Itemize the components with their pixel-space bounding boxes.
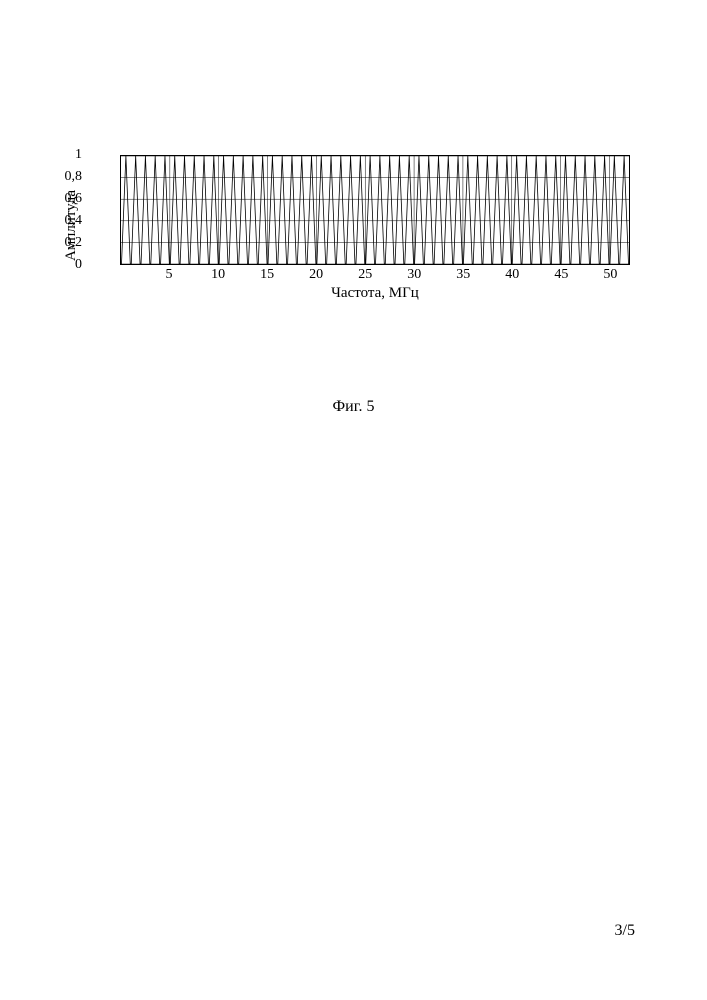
x-ticks: 5 10 15 20 25 30 35 40 45 50 [120,267,630,287]
x-tick-label: 10 [211,267,225,283]
x-tick-label: 20 [309,267,323,283]
chart: Амплитуда 00,20,40,60,81 510152025303540… [90,155,640,325]
y-tick-label: 0,6 [52,191,82,207]
x-tick-label: 25 [358,267,372,283]
y-ticks: 00,20,40,60,81 [86,155,120,265]
x-tick-label: 15 [260,267,274,283]
page: Амплитуда 00,20,40,60,81 510152025303540… [0,0,707,1000]
y-tick-label: 0,2 [52,235,82,251]
page-number: 3/5 [615,922,635,940]
x-tick-label: 45 [554,267,568,283]
plot-svg [121,156,629,264]
x-tick-label: 50 [603,267,617,283]
x-tick-label: 35 [456,267,470,283]
x-axis-label: Частота, МГц [120,285,630,302]
y-tick-label: 0 [52,257,82,273]
figure-caption: Фиг. 5 [0,398,707,416]
spectrum-line [121,156,629,264]
x-tick-label: 5 [166,267,173,283]
plot-area [120,155,630,265]
x-tick-label: 30 [407,267,421,283]
grid-horizontal [121,156,629,264]
y-tick-label: 0,8 [52,169,82,185]
x-tick-label: 40 [505,267,519,283]
y-tick-label: 0,4 [52,213,82,229]
y-tick-label: 1 [52,147,82,163]
